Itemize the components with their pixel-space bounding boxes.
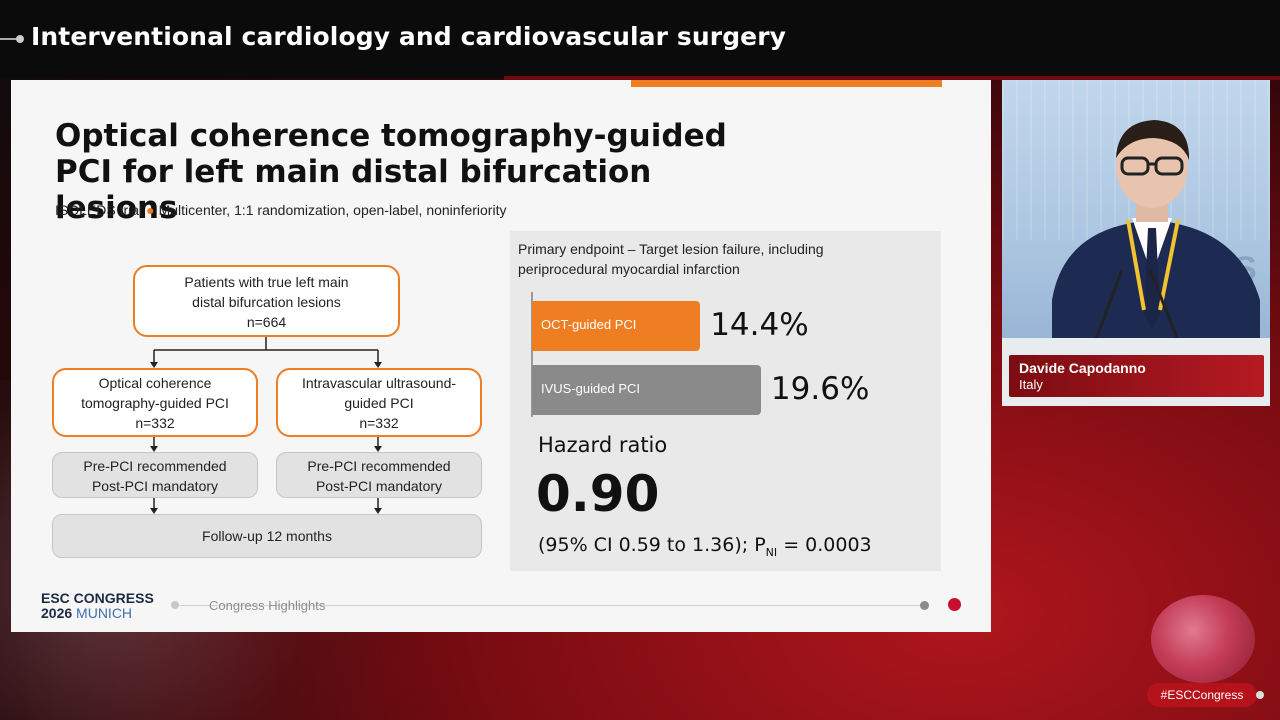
logo-line-2: 2026 MUNICH [41, 606, 154, 621]
oct-arm-line: tomography-guided PCI [81, 395, 229, 411]
session-title: Interventional cardiology and cardiovasc… [31, 22, 787, 51]
endpoint-title-line-2: periprocedural myocardial infarction [518, 261, 740, 277]
session-marker-dot [16, 35, 24, 43]
session-marker-line [0, 38, 18, 40]
speaker-video: S [1002, 80, 1270, 406]
slide-title-line-2: PCI for left main distal bifurcation les… [55, 154, 652, 226]
hazard-ratio-value: 0.90 [536, 465, 660, 523]
top-accent-bar [504, 76, 1280, 80]
oct-arm-box: Optical coherence tomography-guided PCI … [52, 368, 258, 437]
result-panel: Primary endpoint – Target lesion failure… [510, 231, 941, 571]
followup-box: Follow-up 12 months [52, 514, 482, 558]
hashtag-badge: #ESCCongress [1147, 683, 1257, 707]
ivus-arm-line: guided PCI [344, 395, 414, 411]
oct-arm-count: n=332 [135, 415, 175, 431]
bar-label: OCT-guided PCI [541, 317, 637, 332]
trial-name: ISOLEDS trial [55, 202, 143, 218]
population-line: Patients with true left main [184, 274, 349, 290]
presentation-slide: Optical coherence tomography-guided PCI … [11, 80, 991, 632]
population-line: distal bifurcation lesions [192, 294, 341, 310]
ci-suffix: = 0.0003 [777, 534, 872, 556]
bullet-icon: ● [146, 202, 155, 218]
population-count: n=664 [246, 314, 287, 330]
bar-ivus: IVUS-guided PCI [532, 365, 761, 415]
ivus-arm-line: Intravascular ultrasound- [301, 375, 457, 391]
endpoint-title-line-1: Primary endpoint – Target lesion failure… [518, 241, 824, 257]
bar-oct: OCT-guided PCI [532, 301, 701, 351]
footer-dot [920, 601, 929, 610]
bar-value-label: 14.4% [710, 307, 809, 343]
bar-axis [531, 292, 533, 417]
footer-dot [171, 601, 179, 609]
oct-arm-line: Optical coherence [98, 375, 212, 391]
footer-progress-line [176, 605, 928, 606]
footer-label: Congress Highlights [209, 598, 326, 613]
slide-title: Optical coherence tomography-guided PCI … [55, 118, 755, 226]
population-box: Patients with true left main distal bifu… [133, 265, 400, 337]
speaker-name: Davide Capodanno [1019, 360, 1146, 376]
globe-graphic [1151, 595, 1255, 683]
ivus-imaging-box: Pre-PCI recommended Post-PCI mandatory [276, 452, 482, 498]
esc-congress-logo: ESC CONGRESS 2026 MUNICH [41, 591, 154, 621]
footer-dot-active [948, 598, 961, 611]
logo-line-1: ESC CONGRESS [41, 590, 154, 606]
ci-prefix: (95% CI 0.59 to 1.36); P [538, 534, 766, 556]
bar-value-label: 19.6% [770, 371, 870, 407]
slide-accent-bar [631, 80, 942, 87]
slide-title-line-1: Optical coherence tomography-guided [55, 118, 727, 154]
hashtag-dot [1256, 691, 1264, 699]
followup-text: Follow-up 12 months [202, 528, 332, 544]
session-bar: Interventional cardiology and cardiovasc… [0, 0, 1280, 78]
logo-city: MUNICH [76, 605, 133, 621]
speaker-country: Italy [1019, 377, 1043, 392]
ivus-imaging-line: Post-PCI mandatory [315, 478, 443, 494]
ivus-imaging-line: Pre-PCI recommended [307, 458, 451, 474]
oct-imaging-line: Pre-PCI recommended [83, 458, 227, 474]
hazard-ratio-label: Hazard ratio [538, 433, 668, 457]
hazard-ratio-ci: (95% CI 0.59 to 1.36); PNI = 0.0003 [538, 534, 872, 559]
oct-imaging-line: Post-PCI mandatory [91, 478, 219, 494]
endpoint-title: Primary endpoint – Target lesion failure… [518, 239, 928, 279]
logo-year: 2026 [41, 605, 73, 621]
flow-connectors [150, 337, 382, 514]
bar-label: IVUS-guided PCI [541, 381, 640, 396]
oct-imaging-box: Pre-PCI recommended Post-PCI mandatory [52, 452, 258, 498]
trial-details: Multicenter, 1:1 randomization, open-lab… [158, 202, 507, 218]
ivus-arm-count: n=332 [359, 415, 399, 431]
ivus-arm-box: Intravascular ultrasound- guided PCI n=3… [276, 368, 482, 437]
speaker-name-tag: Davide Capodanno Italy [1009, 355, 1264, 397]
slide-subtitle: ISOLEDS trial ● Multicenter, 1:1 randomiza… [55, 202, 506, 218]
ci-subscript: NI [765, 545, 778, 559]
